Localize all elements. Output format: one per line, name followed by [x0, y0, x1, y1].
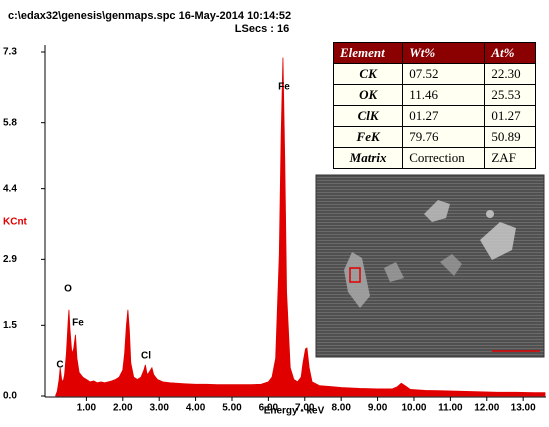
- sem-selection: [349, 267, 361, 283]
- sem-image: [315, 174, 545, 358]
- value-cell: 22.30: [484, 63, 536, 85]
- element-cell: OK: [332, 84, 404, 106]
- x-tick-label: 11.00: [438, 403, 463, 414]
- table-header-cell: Element: [332, 42, 404, 64]
- header-file: c:\edax32\genesis\genmaps.spc 16-May-201…: [8, 10, 291, 22]
- x-tick-label: 7.00: [295, 403, 315, 414]
- y-tick-label: 1.5: [3, 320, 17, 331]
- value-cell: ZAF: [484, 147, 536, 169]
- table-header-cell: Wt%: [402, 42, 486, 64]
- spectrum: [55, 57, 546, 397]
- sem-particle: [480, 222, 516, 260]
- x-tick-label: 1.00: [77, 403, 97, 414]
- header-lsecs: LSecs : 16: [235, 23, 289, 35]
- peak-label: Fe: [72, 318, 84, 329]
- peak-label: C: [56, 360, 63, 371]
- sem-particle: [486, 210, 494, 218]
- x-axis-label: Energy - keV: [264, 406, 325, 417]
- x-tick-label: 8.00: [331, 403, 351, 414]
- composition-table: Element Wt% At% CK 07.52 22.30 OK 11.46 25.53 ClK…: [332, 42, 536, 169]
- x-tick-label: 9.00: [368, 403, 388, 414]
- table-row: ClK 01.27 01.27: [332, 105, 536, 127]
- x-tick-label: 4.00: [186, 403, 206, 414]
- value-cell: 50.89: [484, 126, 536, 148]
- y-axis-label: KCnt: [3, 217, 28, 228]
- x-tick-label: 10.00: [401, 403, 426, 414]
- table-row: OK 11.46 25.53: [332, 84, 536, 106]
- element-cell: Matrix: [332, 147, 404, 169]
- value-cell: Correction: [402, 147, 486, 169]
- value-cell: 01.27: [484, 105, 536, 127]
- value-cell: 07.52: [402, 63, 486, 85]
- table-header-row: Element Wt% At%: [332, 42, 536, 64]
- element-cell: ClK: [332, 105, 404, 127]
- x-tick-label: 3.00: [149, 403, 169, 414]
- element-cell: CK: [332, 63, 404, 85]
- table-header-cell: At%: [484, 42, 536, 64]
- table-row: CK 07.52 22.30: [332, 63, 536, 85]
- peak-label: Fe: [278, 82, 290, 93]
- x-tick-label: 13.00: [511, 403, 536, 414]
- sem-particle: [384, 262, 404, 282]
- sem-particle: [440, 254, 462, 276]
- table-row: Matrix Correction ZAF: [332, 147, 536, 169]
- peak-label: O: [64, 284, 72, 295]
- y-tick-label: 0.0: [3, 391, 17, 402]
- peak-label: Cl: [141, 351, 151, 362]
- value-cell: 79.76: [402, 126, 486, 148]
- value-cell: 01.27: [402, 105, 486, 127]
- y-tick-label: 5.8: [3, 117, 17, 128]
- sem-particle: [424, 200, 450, 222]
- x-tick-label: 5.00: [222, 403, 242, 414]
- x-tick-label: 6.00: [259, 403, 279, 414]
- y-tick-label: 4.4: [3, 183, 17, 194]
- y-tick-label: 7.3: [3, 47, 17, 58]
- y-tick-label: 2.9: [3, 254, 17, 265]
- value-cell: 11.46: [402, 84, 486, 106]
- value-cell: 25.53: [484, 84, 536, 106]
- sem-particle: [344, 252, 370, 308]
- table-row: FeK 79.76 50.89: [332, 126, 536, 148]
- element-cell: FeK: [332, 126, 404, 148]
- x-tick-label: 12.00: [474, 403, 499, 414]
- x-tick-label: 2.00: [113, 403, 133, 414]
